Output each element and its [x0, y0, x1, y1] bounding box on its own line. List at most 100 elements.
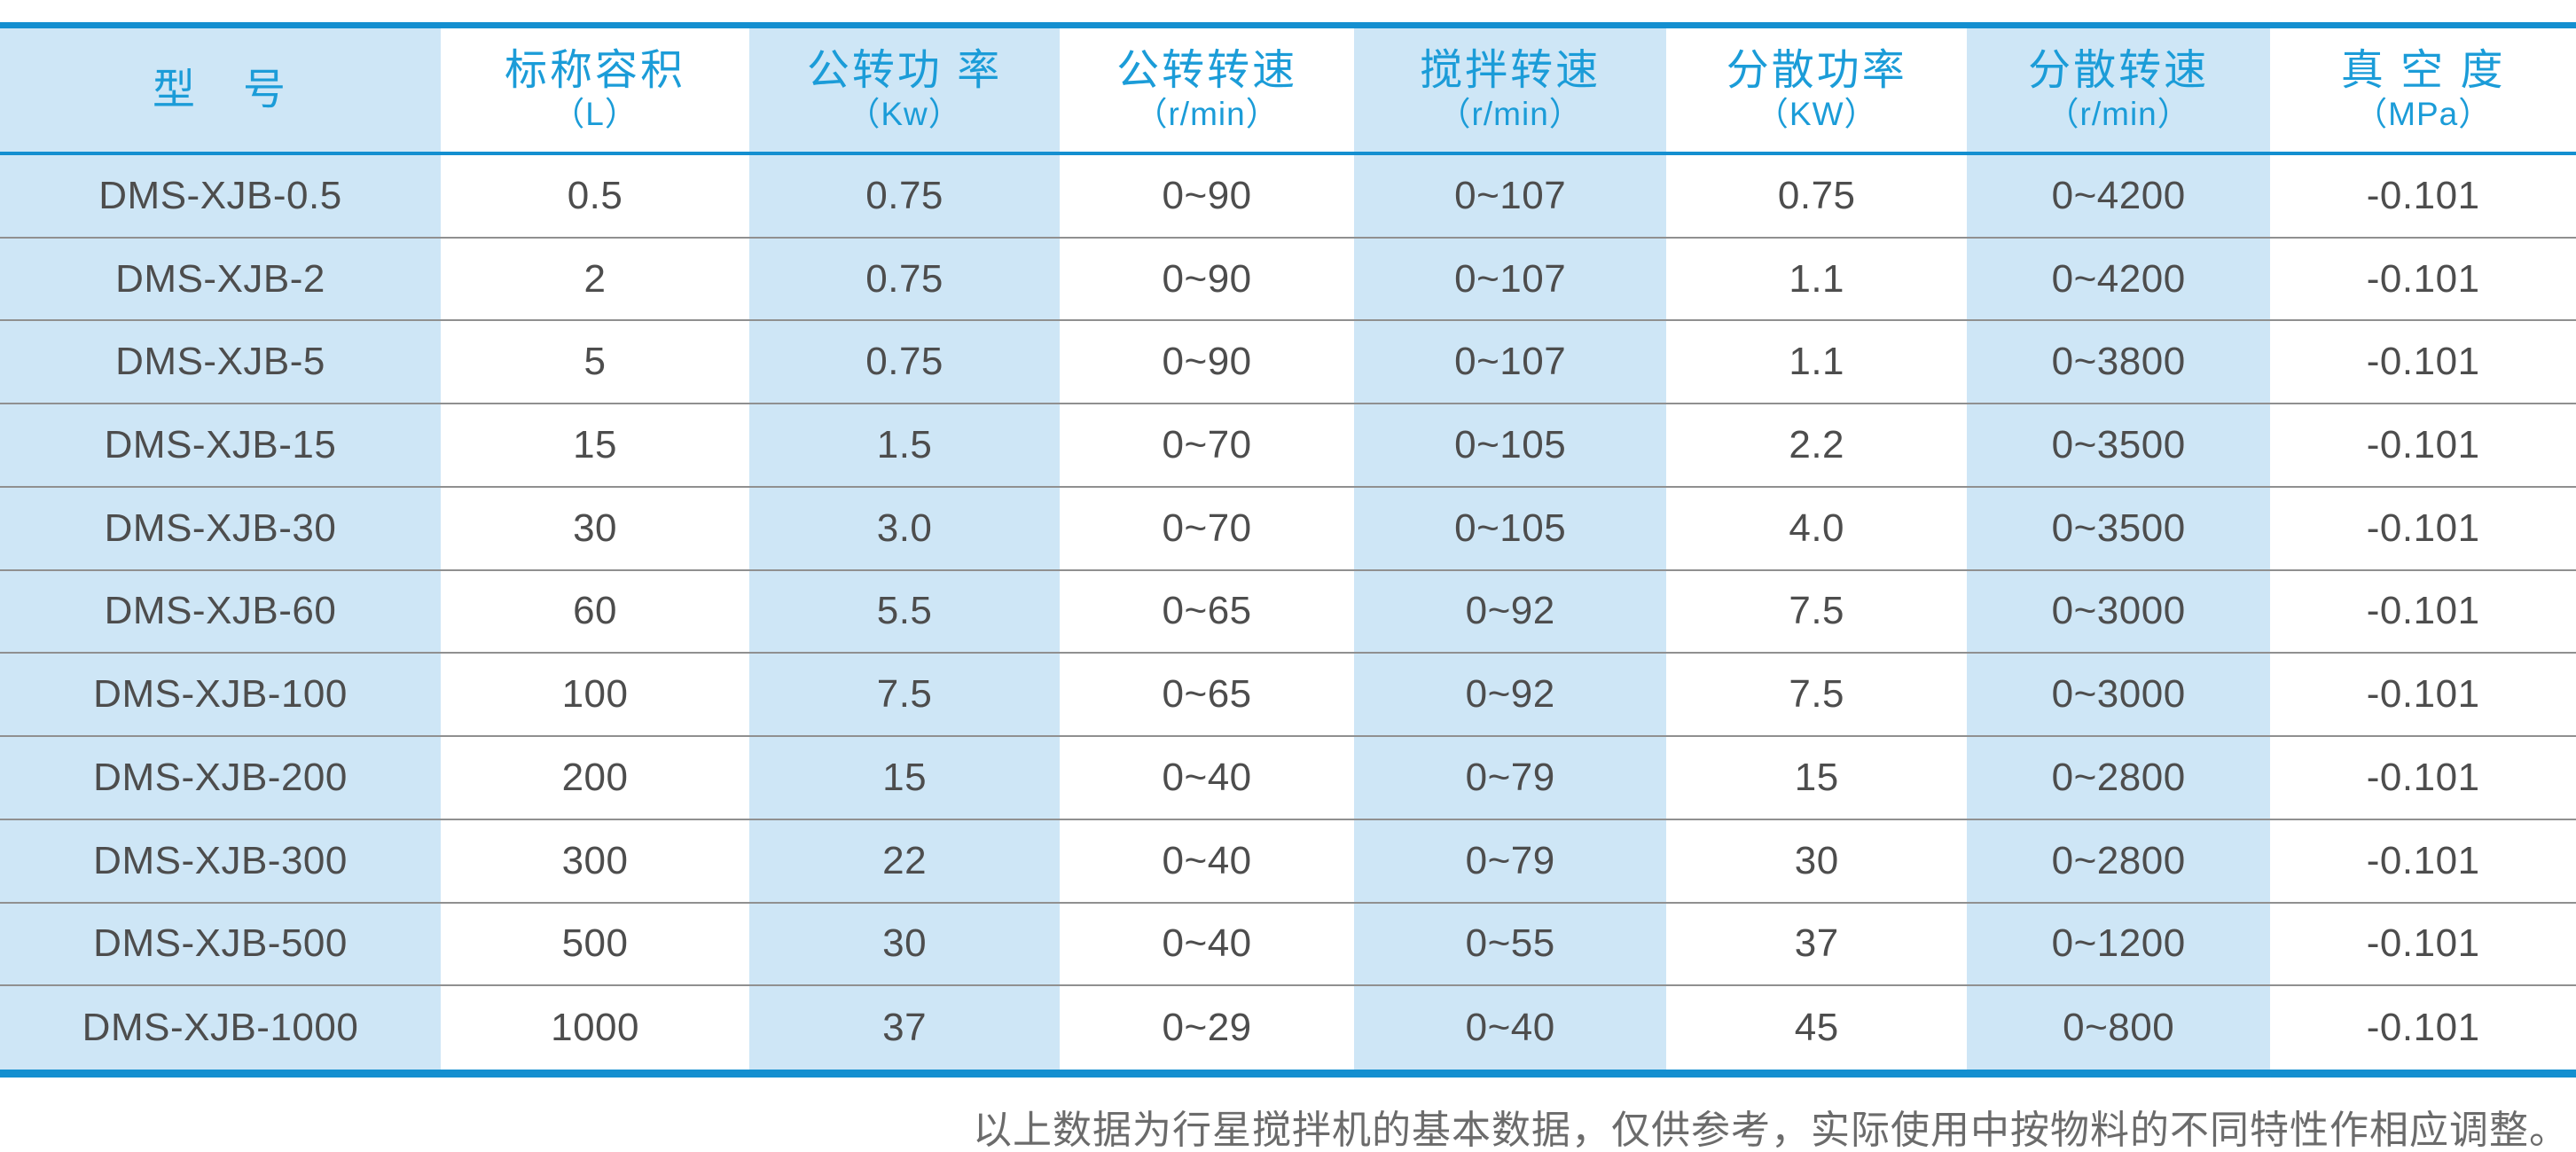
- model-cell: DMS-XJB-500: [93, 921, 348, 966]
- column-header-label: 分散功率: [1726, 46, 1907, 94]
- table-cell: 5: [583, 340, 607, 384]
- table-cell: 200: [561, 755, 629, 799]
- table-cell: 2.2: [1789, 423, 1845, 467]
- model-cell: DMS-XJB-0.5: [98, 173, 342, 217]
- table-cell: 4.0: [1789, 505, 1845, 550]
- table-cell: -0.101: [2366, 173, 2480, 217]
- column-header-unit: （r/min）: [1134, 95, 1280, 132]
- column-header-vacuum-degree: 真 空 度 （MPa）: [2270, 28, 2576, 152]
- column-header-nominal-volume: 标称容积 （L）: [441, 28, 749, 152]
- column-header-label: 分散转速: [2028, 46, 2210, 94]
- table-cell: -0.101: [2366, 256, 2480, 301]
- table-cell: 0~92: [1465, 672, 1555, 717]
- model-cell: DMS-XJB-200: [93, 755, 348, 799]
- column-header-dispersing-power: 分散功率 （KW）: [1666, 28, 1967, 152]
- table-cell: 0~3000: [2051, 672, 2186, 717]
- table-row: DMS-XJB-100 100 7.5 0~65 0~92 7.5 0~3000…: [0, 654, 2576, 738]
- table-cell: 5.5: [876, 589, 933, 633]
- table-cell: 0~40: [1162, 755, 1252, 799]
- model-cell: DMS-XJB-5: [115, 340, 325, 384]
- table-cell: 30: [573, 505, 618, 550]
- table-cell: 0.5: [567, 173, 623, 217]
- column-header-revolution-power: 公转功 率 （Kw）: [749, 28, 1060, 152]
- table-cell: 300: [561, 838, 629, 882]
- column-header-model: 型 号: [0, 28, 441, 152]
- column-header-label: 搅拌转速: [1420, 46, 1601, 94]
- column-stripe: [0, 28, 442, 1076]
- table-cell: -0.101: [2366, 838, 2480, 882]
- column-header-label: 公转功 率: [806, 46, 1003, 94]
- table-cell: 0~107: [1454, 173, 1567, 217]
- table-cell: -0.101: [2366, 672, 2480, 717]
- table-cell: 0~2800: [2051, 838, 2186, 882]
- column-header-revolution-speed: 公转转速 （r/min）: [1060, 28, 1354, 152]
- table-cell: 37: [882, 1006, 928, 1050]
- table-cell: 2: [583, 256, 607, 301]
- table-cell: 15: [882, 755, 928, 799]
- table-cell: -0.101: [2366, 423, 2480, 467]
- column-header-unit: （r/min）: [2046, 95, 2191, 132]
- column-header-unit: （r/min）: [1437, 95, 1583, 132]
- table-cell: 0~70: [1162, 423, 1252, 467]
- table-row: DMS-XJB-5 5 0.75 0~90 0~107 1.1 0~3800 -…: [0, 321, 2576, 405]
- table-cell: -0.101: [2366, 505, 2480, 550]
- table-cell: 30: [882, 921, 928, 966]
- column-header-label: 标称容积: [505, 46, 686, 94]
- table-row: DMS-XJB-2 2 0.75 0~90 0~107 1.1 0~4200 -…: [0, 239, 2576, 322]
- table-cell: 0~4200: [2051, 173, 2186, 217]
- table-cell: 7.5: [876, 672, 933, 717]
- table-cell: 0~3000: [2051, 589, 2186, 633]
- column-header-label: 真 空 度: [2340, 46, 2506, 94]
- table-cell: 37: [1794, 921, 1839, 966]
- column-stripe: [749, 28, 1061, 1076]
- table-cell: 0~107: [1454, 340, 1567, 384]
- table-cell: 15: [573, 423, 618, 467]
- table-cell: 0~3800: [2051, 340, 2186, 384]
- table-row: DMS-XJB-300 300 22 0~40 0~79 30 0~2800 -…: [0, 820, 2576, 904]
- table-cell: 15: [1794, 755, 1839, 799]
- table-row: DMS-XJB-1000 1000 37 0~29 0~40 45 0~800 …: [0, 986, 2576, 1070]
- model-cell: DMS-XJB-15: [104, 423, 337, 467]
- table-cell: 100: [561, 672, 629, 717]
- table-cell: 0~90: [1162, 340, 1252, 384]
- footer-disclaimer-note: 以上数据为行星搅拌机的基本数据，仅供参考，实际使用中按物料的不同特性作相应调整。: [973, 1108, 2569, 1152]
- table-bottom-border: [0, 1070, 2576, 1078]
- table-row: DMS-XJB-30 30 3.0 0~70 0~105 4.0 0~3500 …: [0, 488, 2576, 571]
- table-cell: 22: [882, 838, 928, 882]
- column-header-label: 型 号: [153, 66, 289, 114]
- table-cell: 0~79: [1465, 838, 1555, 882]
- table-body: DMS-XJB-0.5 0.5 0.75 0~90 0~107 0.75 0~4…: [0, 155, 2576, 1070]
- table-cell: 0.75: [1777, 173, 1856, 217]
- table-cell: 0~800: [2063, 1006, 2175, 1050]
- table-cell: 0~70: [1162, 505, 1252, 550]
- table-cell: 1.1: [1789, 256, 1845, 301]
- table-cell: 500: [561, 921, 629, 966]
- column-header-unit: （MPa）: [2354, 95, 2493, 132]
- table-cell: 60: [573, 589, 618, 633]
- table-row: DMS-XJB-500 500 30 0~40 0~55 37 0~1200 -…: [0, 904, 2576, 987]
- table-cell: 0~105: [1454, 423, 1567, 467]
- table-cell: 45: [1794, 1006, 1839, 1050]
- table-cell: -0.101: [2366, 1006, 2480, 1050]
- table-cell: 1.1: [1789, 340, 1845, 384]
- table-cell: 0~90: [1162, 173, 1252, 217]
- table-cell: 0~40: [1162, 838, 1252, 882]
- model-cell: DMS-XJB-60: [104, 589, 337, 633]
- column-header-unit: （KW）: [1755, 95, 1878, 132]
- table-cell: 7.5: [1789, 589, 1845, 633]
- table-cell: -0.101: [2366, 340, 2480, 384]
- table-cell: 0~90: [1162, 256, 1252, 301]
- table-cell: 0~4200: [2051, 256, 2186, 301]
- table-cell: 0.75: [865, 256, 943, 301]
- column-stripe: [1966, 28, 2270, 1076]
- table-cell: 0~92: [1465, 589, 1555, 633]
- table-cell: 0~40: [1465, 1006, 1555, 1050]
- table-row: DMS-XJB-200 200 15 0~40 0~79 15 0~2800 -…: [0, 737, 2576, 820]
- column-header-unit: （L）: [552, 95, 638, 132]
- table-cell: 0.75: [865, 340, 943, 384]
- table-cell: 1000: [551, 1006, 639, 1050]
- table-row: DMS-XJB-15 15 1.5 0~70 0~105 2.2 0~3500 …: [0, 404, 2576, 488]
- table-cell: 0~65: [1162, 672, 1252, 717]
- table-cell: 0~79: [1465, 755, 1555, 799]
- table-cell: 0~3500: [2051, 505, 2186, 550]
